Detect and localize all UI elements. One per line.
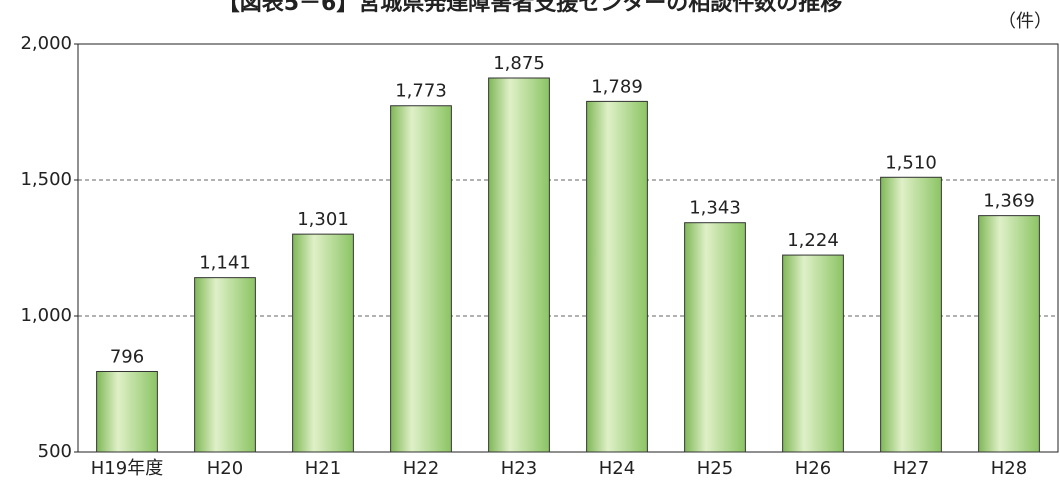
bar [586, 100, 648, 453]
y-tick-label: 500 [38, 441, 72, 462]
chart-title: 【図表5－6】宮城県発達障害者支援センターの相談件数の推移 [218, 0, 843, 16]
value-label: 1,875 [493, 53, 545, 74]
y-tick-label: 1,500 [20, 169, 72, 190]
x-tick-label: H23 [501, 458, 537, 479]
value-label: 1,369 [983, 191, 1035, 212]
y-tick-label: 1,000 [20, 305, 72, 326]
value-label: 1,224 [787, 230, 839, 251]
x-tick-label: H22 [403, 458, 439, 479]
y-tick-label: 2,000 [20, 33, 72, 54]
bar [390, 105, 452, 453]
bar [684, 222, 746, 453]
x-tick-label: H21 [305, 458, 341, 479]
x-tick-label: H28 [991, 458, 1027, 479]
x-tick-label: H27 [893, 458, 929, 479]
x-tick-label: H19年度 [91, 458, 163, 479]
bar [488, 77, 550, 453]
x-tick-label: H25 [697, 458, 733, 479]
plot-frame [77, 43, 1059, 453]
bar [782, 254, 844, 453]
value-label: 796 [110, 346, 144, 367]
x-tick-label: H20 [207, 458, 243, 479]
value-label: 1,301 [297, 209, 349, 230]
bar [880, 176, 942, 453]
value-label: 1,141 [199, 253, 251, 274]
bar [194, 277, 256, 453]
value-label: 1,510 [885, 152, 937, 173]
value-label: 1,343 [689, 198, 741, 219]
bar [978, 215, 1040, 453]
unit-label: （件） [998, 11, 1052, 32]
value-label: 1,789 [591, 76, 643, 97]
value-label: 1,773 [395, 81, 447, 102]
x-tick-label: H24 [599, 458, 635, 479]
x-tick-label: H26 [795, 458, 831, 479]
bar [96, 370, 158, 453]
bar [292, 233, 354, 453]
